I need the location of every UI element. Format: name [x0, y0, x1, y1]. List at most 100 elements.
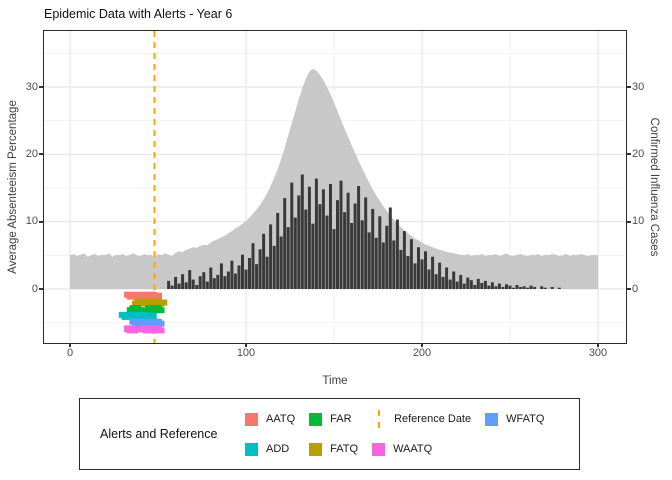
influenza-bar: [251, 243, 255, 289]
influenza-bar: [318, 204, 322, 289]
influenza-bar: [452, 271, 456, 289]
legend-item-aatq: AATQ: [245, 412, 296, 426]
influenza-bar: [402, 231, 406, 289]
alert-point-add: [150, 312, 157, 319]
influenza-bar: [244, 269, 248, 289]
influenza-bar: [202, 272, 206, 289]
influenza-bar: [409, 239, 413, 289]
x-tick-label: 200: [412, 347, 432, 359]
influenza-bar: [364, 197, 368, 289]
influenza-bar: [466, 277, 470, 289]
alert-point-aatq: [156, 292, 162, 299]
influenza-bar: [462, 283, 466, 289]
influenza-bar: [434, 274, 438, 289]
influenza-bar: [522, 286, 526, 289]
influenza-bar: [557, 287, 561, 289]
influenza-bar: [353, 203, 357, 289]
influenza-bar: [367, 232, 371, 289]
x-tick-label: 0: [66, 347, 74, 359]
influenza-bar: [459, 274, 463, 289]
influenza-bar: [198, 276, 202, 289]
influenza-bar: [325, 215, 329, 289]
influenza-bar: [177, 283, 181, 289]
influenza-bar: [395, 219, 399, 289]
influenza-bar: [543, 287, 547, 289]
y-left-tick-mark: [39, 288, 43, 290]
influenza-bar: [212, 278, 216, 289]
legend-item-label: AATQ: [266, 413, 296, 425]
influenza-bar: [497, 283, 501, 289]
influenza-bar: [515, 285, 519, 289]
influenza-bar: [420, 259, 424, 289]
legend-title: Alerts and Reference: [100, 427, 218, 441]
influenza-bar: [381, 242, 385, 289]
influenza-bar: [378, 216, 382, 289]
influenza-bar: [441, 276, 445, 289]
influenza-bar: [505, 284, 508, 289]
influenza-bar: [167, 280, 171, 289]
influenza-bar: [276, 212, 280, 289]
influenza-bar: [448, 279, 452, 289]
y-left-tick-label: 0: [31, 282, 38, 295]
influenza-bar: [508, 285, 512, 289]
influenza-bar: [501, 287, 505, 289]
y-right-tick-label: 20: [632, 147, 645, 160]
influenza-bar: [248, 258, 251, 289]
influenza-bar: [512, 287, 515, 289]
influenza-bar: [311, 223, 315, 289]
y-left-tick-label: 30: [25, 80, 38, 93]
y-right-tick-mark: [627, 153, 631, 156]
influenza-bar: [357, 186, 361, 289]
influenza-bar: [438, 262, 442, 289]
legend-key-square-icon: [309, 412, 323, 426]
influenza-bar: [304, 209, 308, 289]
influenza-bar: [321, 189, 325, 289]
y-right-tick-label: 30: [632, 80, 645, 93]
influenza-bar: [417, 247, 420, 289]
y-left-tick-mark: [39, 86, 43, 88]
absenteeism-area: [70, 68, 598, 289]
influenza-bar: [237, 265, 241, 289]
legend-item-fatq: FATQ: [309, 442, 359, 456]
legend-key-square-icon: [245, 442, 258, 456]
influenza-bar: [195, 285, 199, 289]
legend-item-label: ADD: [266, 443, 290, 455]
influenza-bar: [279, 236, 283, 289]
influenza-bar: [519, 287, 523, 289]
plot-panel: [44, 31, 626, 343]
x-tick-mark: [69, 343, 71, 347]
influenza-bar: [339, 180, 343, 289]
influenza-bar: [431, 256, 435, 289]
influenza-bar: [205, 281, 209, 289]
legend-item-reference-date: Reference Date: [372, 410, 471, 428]
x-tick-mark: [421, 343, 423, 347]
influenza-bar: [188, 270, 192, 289]
influenza-bar: [343, 212, 347, 289]
influenza-bar: [219, 263, 223, 289]
influenza-bar: [476, 278, 480, 289]
legend-item-label: FAR: [330, 413, 352, 425]
influenza-bar: [392, 240, 396, 289]
influenza-bar: [455, 281, 459, 289]
y-axis-left-title: Average Absenteeism Percentage: [7, 100, 19, 274]
influenza-bar: [329, 184, 332, 289]
influenza-bar: [487, 285, 491, 289]
legend: Alerts and Reference AATQ ADD FAR FATQ Refer…: [79, 398, 580, 470]
influenza-bar: [540, 286, 544, 289]
influenza-bar: [406, 256, 410, 289]
influenza-bar: [258, 249, 262, 289]
influenza-bar: [374, 237, 378, 289]
influenza-bar: [290, 182, 294, 289]
x-tick-mark: [245, 343, 247, 347]
influenza-bar: [388, 207, 392, 289]
legend-key-square-icon: [485, 412, 499, 426]
influenza-bar: [226, 271, 230, 289]
legend-item-add: ADD: [245, 442, 295, 456]
influenza-bar: [336, 200, 339, 289]
influenza-bar: [469, 280, 473, 289]
legend-item-label: FATQ: [330, 443, 359, 455]
y-left-tick-mark: [39, 220, 43, 223]
x-tick-label: 100: [236, 347, 256, 359]
x-tick-label: 300: [588, 347, 608, 359]
influenza-bar: [413, 263, 417, 289]
